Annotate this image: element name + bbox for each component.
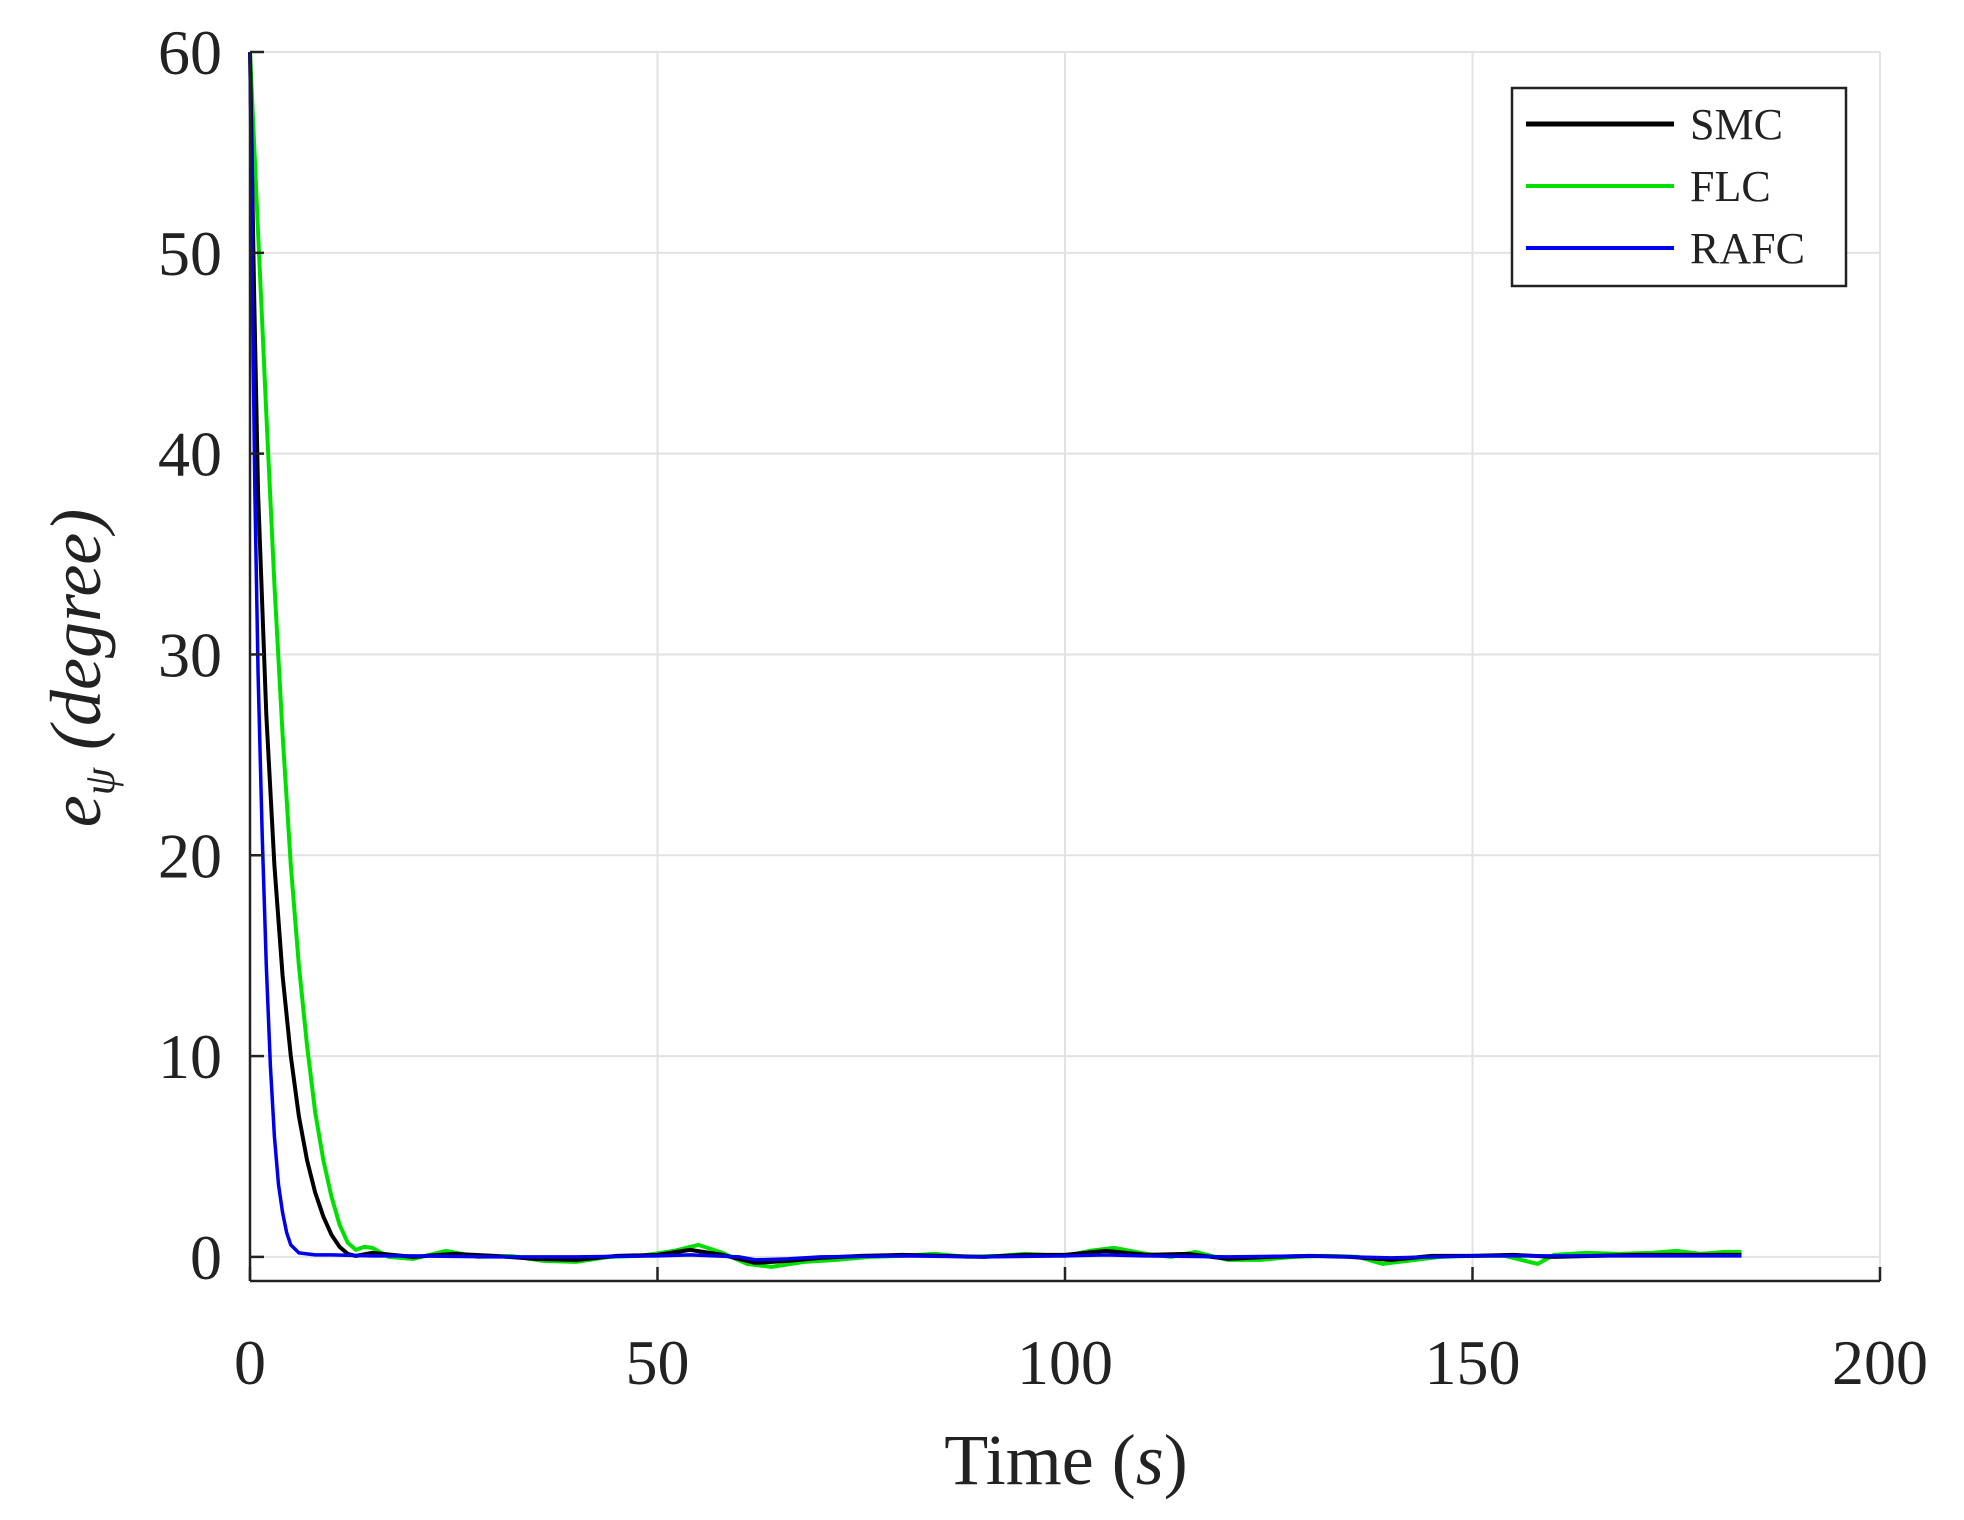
legend-entry-smc: SMC <box>1526 100 1783 149</box>
x-tick-label: 0 <box>234 1327 266 1398</box>
y-axis-label-symbol: e <box>36 795 116 827</box>
x-axis-label-main: Time <box>944 1420 1093 1500</box>
y-tick-label: 60 <box>158 17 222 88</box>
x-axis-title: Time (s) <box>944 1420 1187 1500</box>
y-axis-label-subscript: ψ <box>75 767 124 795</box>
svg-text:eψ (degree): eψ (degree) <box>36 509 124 827</box>
x-tick-label: 200 <box>1832 1327 1928 1398</box>
y-tick-label: 0 <box>190 1222 222 1293</box>
x-tick-label: 50 <box>626 1327 690 1398</box>
legend-entry-flc: FLC <box>1526 162 1771 211</box>
legend-label-rafc: RAFC <box>1690 224 1805 273</box>
y-tick-label: 50 <box>158 218 222 289</box>
y-tick-label: 40 <box>158 419 222 490</box>
legend: SMC FLC RAFC <box>1510 86 1848 288</box>
y-tick-label: 20 <box>158 820 222 891</box>
x-tick-label: 100 <box>1017 1327 1113 1398</box>
y-axis-title: eψ (degree) <box>36 509 124 827</box>
legend-entry-rafc: RAFC <box>1526 224 1805 273</box>
legend-label-flc: FLC <box>1690 162 1771 211</box>
legend-label-smc: SMC <box>1690 100 1783 149</box>
axes <box>248 50 1882 1283</box>
tick-labels: 0 50 100 150 200 0 10 20 30 40 50 60 <box>158 17 1928 1398</box>
svg-text:Time (s): Time (s) <box>944 1420 1187 1500</box>
x-tick-label: 150 <box>1425 1327 1521 1398</box>
y-tick-label: 30 <box>158 619 222 690</box>
y-axis-label-unit: degree <box>36 533 116 726</box>
y-tick-label: 10 <box>158 1021 222 1092</box>
x-axis-label-unit: s <box>1136 1420 1164 1500</box>
series-line-rafc <box>248 51 1742 1262</box>
series-layer <box>248 51 1742 1269</box>
